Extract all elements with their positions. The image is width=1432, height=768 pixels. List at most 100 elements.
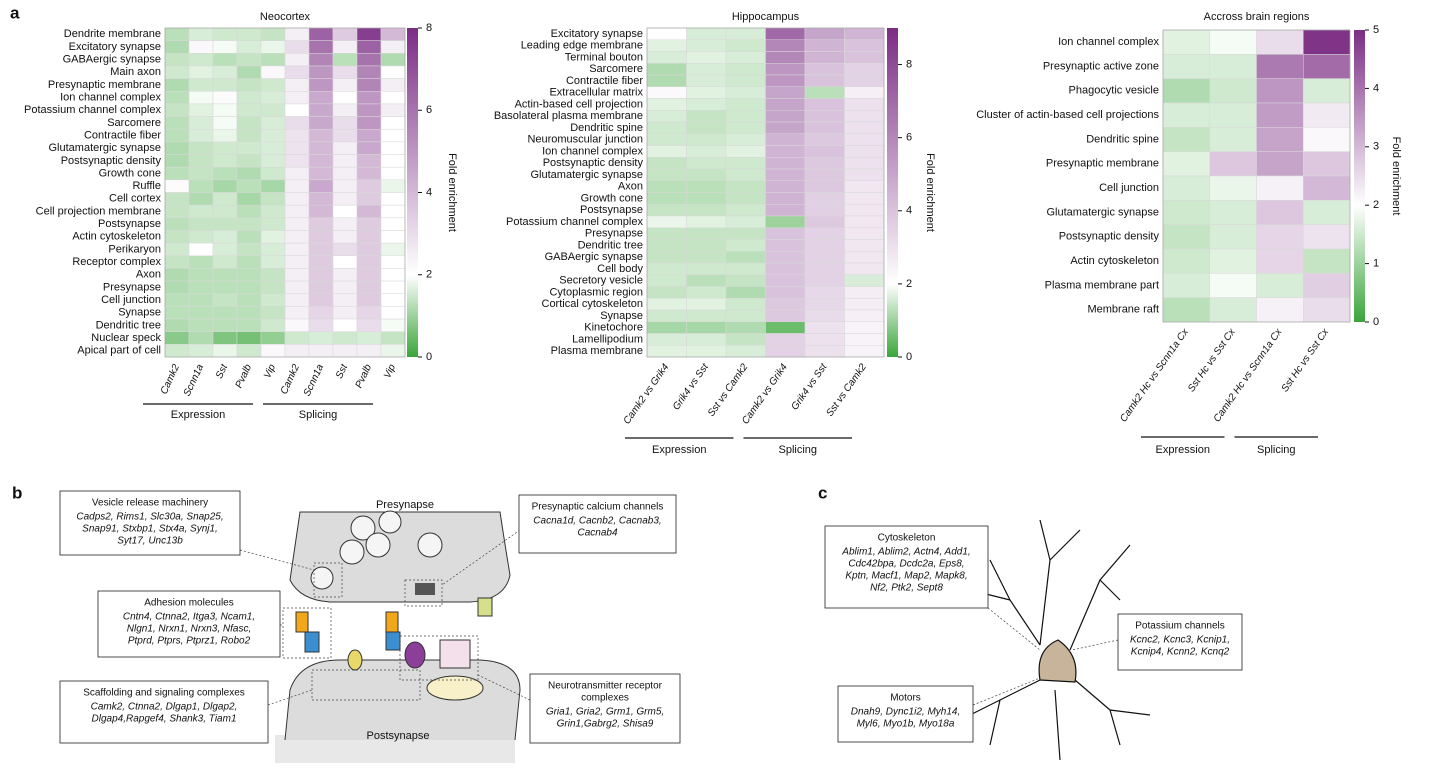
heat-cell (236, 154, 262, 168)
heat-cell (765, 309, 806, 322)
column-label: Sst (214, 362, 231, 381)
row-label: Presynaptic membrane (48, 79, 161, 91)
heat-cell (164, 306, 190, 320)
heat-cell (844, 86, 885, 99)
row-label: Potassium channel complex (24, 104, 161, 116)
gene-list: Cadps2, Rims1, Slc30a, Snap25, (76, 512, 223, 523)
heat-cell (804, 98, 845, 111)
column-label: Grik4 vs Sst (671, 361, 712, 412)
heat-cell (380, 78, 406, 92)
heat-cell (725, 121, 766, 134)
heat-cell (686, 63, 727, 76)
heat-cell (260, 166, 286, 181)
heat-cell (844, 262, 885, 275)
heat-cell (1303, 200, 1351, 225)
heat-cell (686, 133, 727, 146)
heat-cell (188, 40, 214, 54)
heat-cell (236, 344, 262, 358)
heat-cell (164, 53, 190, 67)
heat-cell (765, 110, 806, 123)
row-label: Sarcomere (107, 117, 161, 129)
heat-cell (380, 344, 406, 358)
heat-cell (804, 157, 845, 170)
heat-cell (236, 103, 262, 117)
heat-cell (646, 286, 687, 299)
row-label: Postsynaptic density (543, 157, 644, 169)
heat-cell (1256, 78, 1304, 104)
colorbar-tick-label: 5 (1373, 24, 1379, 36)
row-label: Excitatory synapse (551, 28, 643, 40)
row-label: Plasma membrane part (1045, 279, 1159, 291)
heat-cell (236, 40, 262, 54)
heat-cell (844, 133, 885, 146)
heat-cell (308, 306, 334, 320)
heat-cell (284, 217, 310, 231)
heat-cell (164, 192, 190, 206)
heat-cell (212, 204, 238, 219)
heat-cell (804, 192, 845, 205)
heat-cell (1209, 78, 1257, 104)
heat-cell (765, 333, 806, 346)
annotation-box (59, 490, 241, 556)
column-label: Camk2 (159, 362, 183, 396)
heat-cell (804, 180, 845, 193)
heat-cell (646, 180, 687, 193)
heat-cell (1303, 273, 1351, 298)
heat-cell (844, 239, 885, 252)
heat-cell (844, 63, 885, 76)
heat-cell (1303, 29, 1351, 55)
heat-cell (725, 63, 766, 76)
row-label: Apical part of cell (77, 345, 161, 357)
heat-cell (380, 217, 406, 231)
gene-list: Cdc42bpa, Dcdc2a, Eps8, (848, 559, 964, 570)
heat-cell (356, 91, 382, 105)
heat-cell (646, 192, 687, 205)
heat-cell (725, 204, 766, 217)
heat-cell (686, 74, 727, 87)
heat-cell (332, 179, 358, 193)
row-label: Receptor complex (72, 256, 161, 268)
heat-cell (725, 192, 766, 205)
heat-cell (765, 298, 806, 311)
heatmap-frame (646, 27, 885, 358)
heat-cell (1256, 29, 1304, 55)
column-label: Scnn1a (302, 362, 326, 398)
heat-cell (765, 262, 806, 275)
heat-cell (686, 262, 727, 275)
heat-cell (332, 78, 358, 92)
row-label: Basolateral plasma membrane (494, 110, 643, 122)
heat-cell (212, 141, 238, 155)
heat-cell (686, 333, 727, 346)
column-label: Camk2 Hc vs Scnn1a Cx (1118, 326, 1191, 424)
heat-cell (804, 27, 845, 40)
heat-cell (765, 121, 806, 134)
heat-cell (844, 227, 885, 240)
heat-cell (686, 168, 727, 181)
heat-cell (164, 268, 190, 282)
heat-cell (260, 192, 286, 206)
heat-cell (284, 344, 310, 358)
heat-cell (686, 157, 727, 170)
row-label: Cell junction (1099, 182, 1159, 194)
box-title: Presynaptic calcium channels (532, 502, 664, 513)
colorbar-label: Fold enrichment (924, 153, 936, 232)
heat-cell (332, 154, 358, 168)
row-label: Synapse (118, 307, 161, 319)
heat-cell (164, 78, 190, 92)
box-title: Scaffolding and signaling complexes (83, 688, 245, 699)
heat-cell (308, 116, 334, 130)
heat-cell (1162, 248, 1210, 274)
heat-cell (332, 141, 358, 155)
heat-cell (356, 53, 382, 67)
annotation-box (824, 525, 989, 609)
row-label: Glutamatergic synapse (49, 142, 162, 154)
heat-cell (804, 215, 845, 228)
heat-cell (308, 255, 334, 269)
heat-cell (844, 74, 885, 87)
colorbar-tick-label: 0 (906, 351, 912, 363)
row-label: Presynapse (585, 228, 643, 240)
heat-cell (725, 227, 766, 240)
heat-cell (646, 251, 687, 264)
heat-cell (332, 27, 358, 41)
